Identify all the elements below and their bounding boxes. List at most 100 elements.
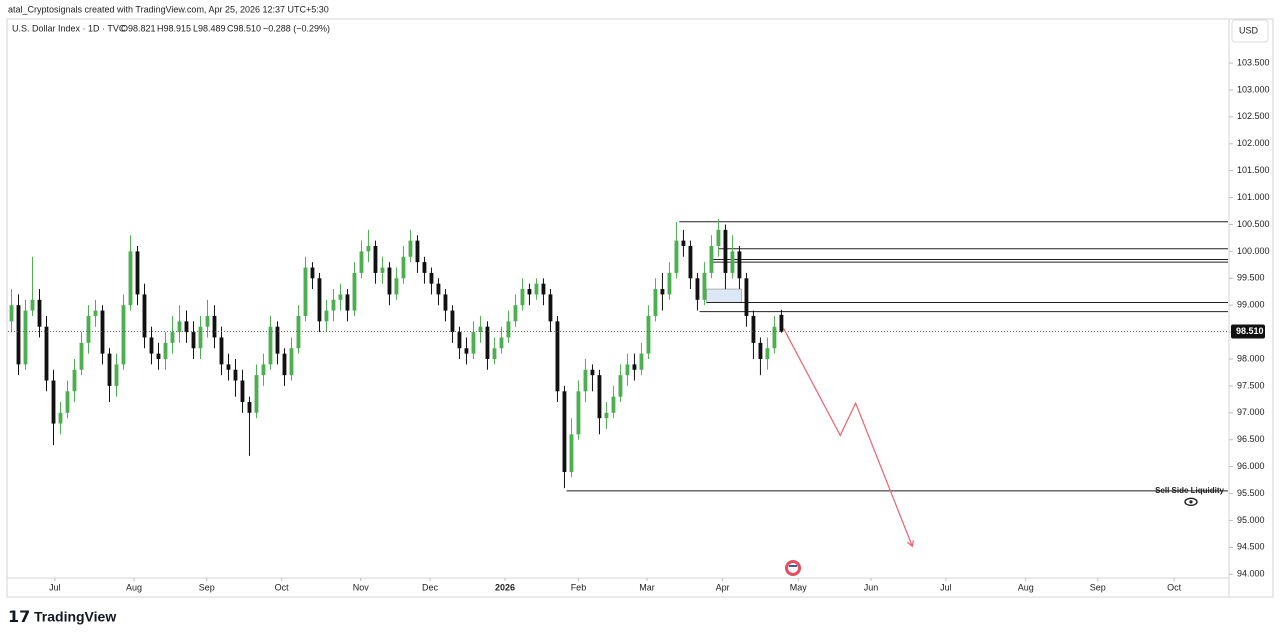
- candle-body: [709, 245, 714, 273]
- candle-body: [121, 305, 126, 365]
- candle-body: [408, 240, 413, 257]
- flag-inner: [788, 563, 798, 573]
- legend-high: H98.915: [157, 23, 191, 33]
- candle-body: [107, 353, 112, 386]
- candle-body: [779, 314, 784, 332]
- candle-body: [541, 283, 546, 295]
- candle-body: [478, 326, 483, 333]
- legend-close: C98.510: [227, 23, 261, 33]
- x-tick-label: Nov: [353, 582, 370, 592]
- candle-body: [681, 240, 686, 246]
- candle-body: [128, 251, 133, 306]
- caption: atal_Cryptosignals created with TradingV…: [8, 4, 329, 14]
- candle-body: [261, 364, 266, 376]
- candle-body: [345, 294, 350, 311]
- zone: [706, 288, 742, 303]
- candle-body: [772, 326, 777, 349]
- level-label: Sell Side Liquidity: [1155, 486, 1224, 495]
- candle-body: [674, 240, 679, 273]
- candle-body: [163, 342, 168, 359]
- candle-body: [576, 391, 581, 435]
- candle-body: [737, 251, 742, 279]
- logo-mark: 𝟭𝟳: [8, 609, 30, 626]
- candle-body: [65, 391, 70, 413]
- x-tick-label: Jun: [864, 582, 879, 592]
- candle-body: [177, 321, 182, 333]
- candle-body: [30, 299, 35, 311]
- candle-body: [702, 272, 707, 300]
- candle-body: [331, 299, 336, 311]
- candle-body: [534, 283, 539, 295]
- flag-stripe: [789, 565, 797, 567]
- candle-body: [695, 278, 700, 300]
- candle-body: [16, 305, 21, 365]
- candle-body: [338, 294, 343, 300]
- candle-body: [513, 305, 518, 322]
- candle-body: [485, 326, 490, 359]
- candle-body: [205, 315, 210, 327]
- candle-body: [135, 251, 140, 295]
- candle-body: [611, 396, 616, 413]
- y-tick-label: 94.500: [1237, 542, 1265, 552]
- candle-body: [387, 267, 392, 295]
- candle-body: [23, 310, 28, 365]
- eye-pupil: [1189, 500, 1193, 504]
- candle-body: [597, 375, 602, 419]
- candle-body: [464, 348, 469, 354]
- x-tick-label: Feb: [571, 582, 587, 592]
- candle-body: [723, 229, 728, 273]
- candle-body: [569, 434, 574, 472]
- candle-body: [471, 332, 476, 354]
- y-tick-label: 101.000: [1237, 192, 1270, 202]
- candle-body: [583, 369, 588, 392]
- candle-body: [646, 315, 651, 354]
- candle-body: [457, 332, 462, 349]
- candle-body: [499, 337, 504, 349]
- y-tick-label: 95.000: [1237, 515, 1265, 525]
- candle-body: [9, 305, 14, 322]
- candle-body: [219, 337, 224, 365]
- candle-body: [653, 289, 658, 316]
- x-tick-label: Jul: [49, 582, 61, 592]
- y-tick-label: 99.500: [1237, 273, 1265, 283]
- candle-body: [618, 375, 623, 397]
- candle-body: [548, 294, 553, 322]
- y-tick-label: 97.000: [1237, 407, 1265, 417]
- last-price-label: 98.510: [1236, 326, 1264, 336]
- candle-body: [555, 321, 560, 392]
- y-tick-label: 101.500: [1237, 165, 1270, 175]
- candle-body: [751, 315, 756, 343]
- candle-body: [72, 369, 77, 392]
- candle-body: [156, 353, 161, 359]
- projection-arrowhead: [906, 540, 914, 548]
- y-tick-label: 97.500: [1237, 380, 1265, 390]
- candle-body: [170, 332, 175, 343]
- candle-body: [289, 348, 294, 376]
- y-tick-label: 100.500: [1237, 219, 1270, 229]
- x-tick-label: Aug: [126, 582, 142, 592]
- x-tick-label: Dec: [422, 582, 439, 592]
- y-tick-label: 94.000: [1237, 569, 1265, 579]
- candle-body: [443, 294, 448, 311]
- candle-body: [366, 245, 371, 252]
- candle-body: [240, 380, 245, 403]
- x-tick-label: May: [790, 582, 808, 592]
- candle-body: [716, 229, 721, 246]
- candle-body: [275, 326, 280, 354]
- candle-body: [352, 272, 357, 311]
- candle-body: [632, 364, 637, 370]
- legend: U.S. Dollar Index · 1D · TVC O98.821 H98…: [12, 23, 330, 33]
- candle-body: [303, 267, 308, 316]
- candle-body: [520, 289, 525, 306]
- candle-body: [324, 310, 329, 322]
- candle-body: [58, 412, 63, 424]
- candle-body: [44, 326, 49, 381]
- candle-body: [254, 375, 259, 413]
- candle-body: [506, 321, 511, 338]
- currency-box[interactable]: [1231, 19, 1269, 43]
- flag-icon[interactable]: [785, 560, 801, 576]
- candle-body: [100, 310, 105, 354]
- y-tick-label: 96.000: [1237, 461, 1265, 471]
- candle-body: [415, 240, 420, 263]
